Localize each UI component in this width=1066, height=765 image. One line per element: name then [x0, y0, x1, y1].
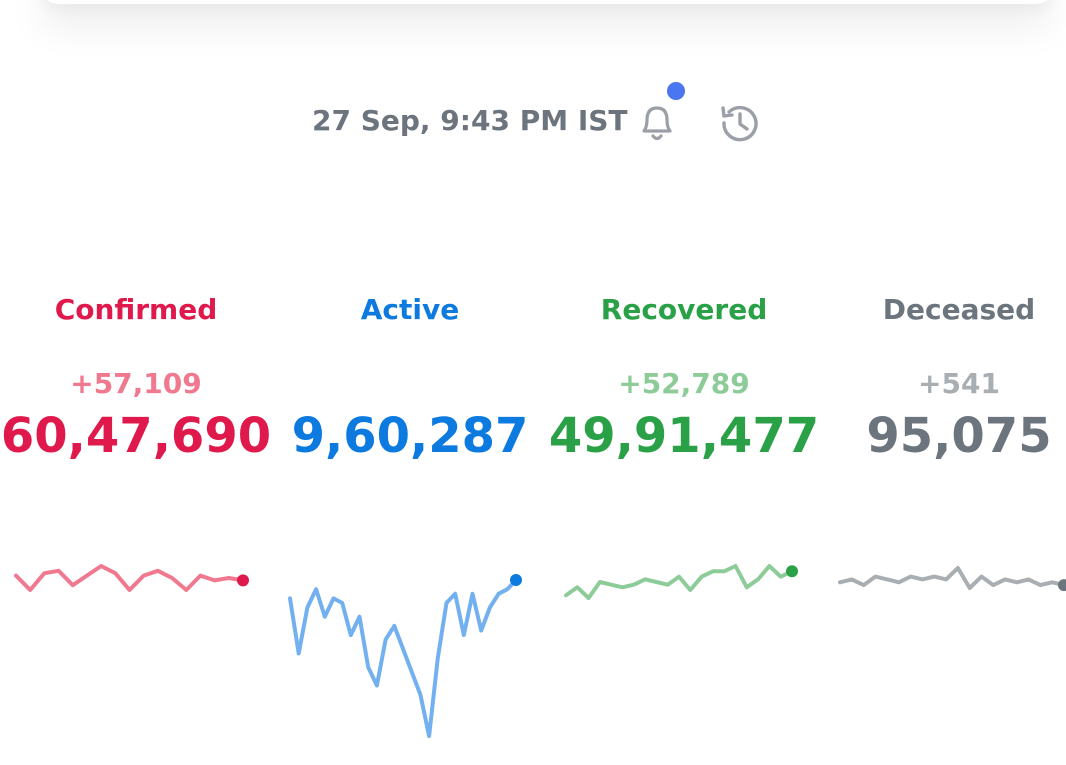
last-updated-timestamp: 27 Sep, 9:43 PM IST [312, 104, 628, 137]
stat-delta: +57,109 [70, 367, 202, 400]
sparkline-path [838, 566, 1066, 590]
header-row: 27 Sep, 9:43 PM IST [0, 98, 1066, 148]
sparkline-recovered [564, 564, 798, 600]
stat-label: Active [360, 293, 460, 326]
stat-total: 49,91,477 [548, 408, 820, 464]
sparkline-end-point [786, 565, 798, 578]
sparkline-deceased [838, 566, 1066, 592]
stat-label: Confirmed [54, 293, 218, 326]
stat-total: 95,075 [866, 408, 1052, 464]
stat-delta: +52,789 [618, 367, 750, 400]
stat-active[interactable]: Active 9,60,287 [276, 290, 544, 468]
stat-label: Recovered [600, 293, 768, 326]
sparkline-confirmed [14, 564, 249, 592]
stat-label: Deceased [882, 293, 1036, 326]
stat-recovered[interactable]: Recovered +52,789 49,91,477 [548, 290, 820, 468]
stat-confirmed[interactable]: Confirmed +57,109 60,47,690 [0, 290, 272, 468]
history-icon[interactable] [716, 100, 764, 146]
bell-icon[interactable] [634, 98, 680, 146]
sparkline-end-point [237, 574, 249, 587]
sparkline-active [288, 574, 522, 738]
sparkline-end-point [510, 574, 522, 586]
top-card [40, 0, 1054, 4]
notification-dot [667, 82, 685, 100]
sparkline-path [288, 578, 518, 738]
sparkline-path [14, 564, 245, 592]
stat-total: 9,60,287 [291, 408, 529, 464]
stat-total: 60,47,690 [0, 408, 272, 464]
stat-delta: +541 [918, 367, 1000, 400]
sparkline-path [564, 564, 794, 600]
stat-deceased[interactable]: Deceased +541 95,075 [824, 290, 1066, 468]
sparkline-end-point [1058, 579, 1066, 592]
